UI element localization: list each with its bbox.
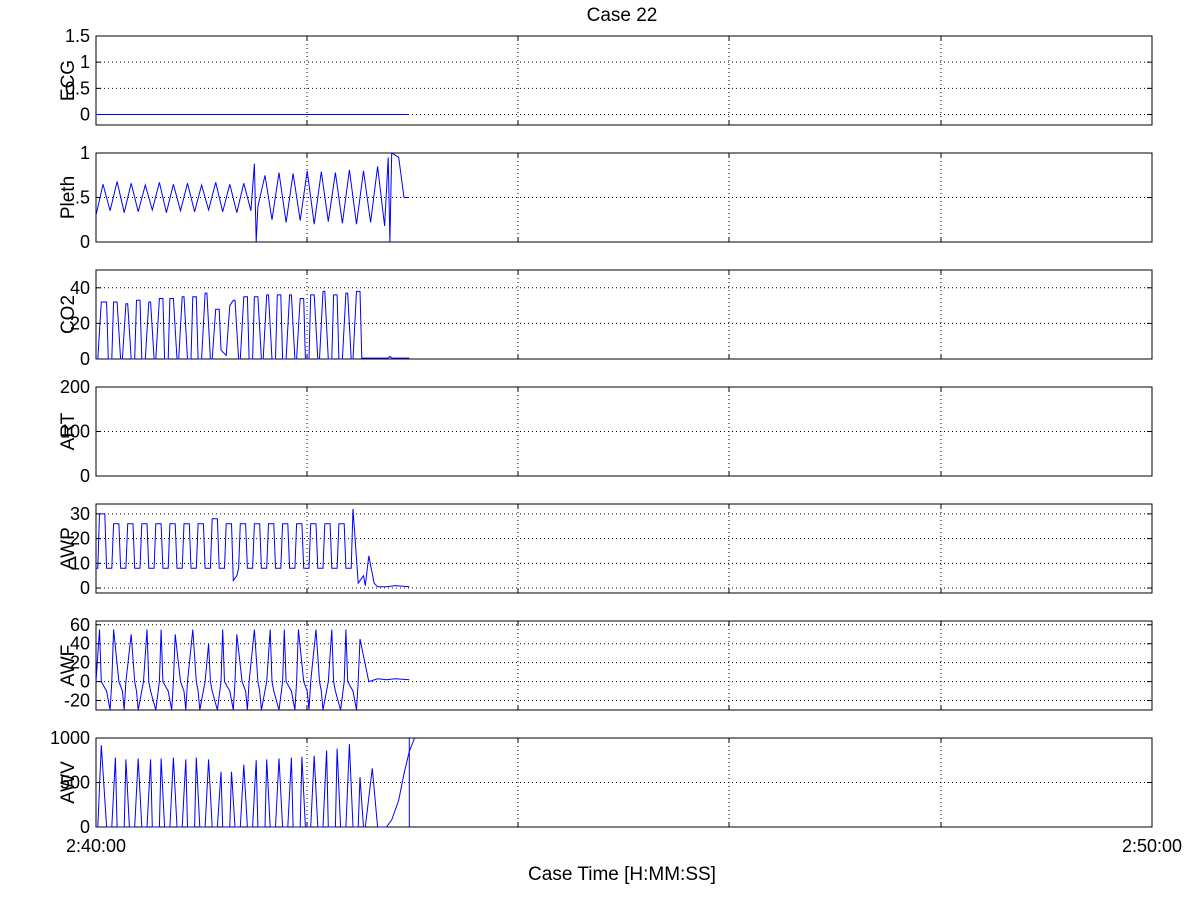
panel-ecg: 0 0.5 1 1.5 ECG bbox=[58, 26, 1153, 126]
y-tick-label: 60 bbox=[70, 615, 90, 635]
y-tick-label: 1000 bbox=[50, 728, 90, 748]
panel-frame bbox=[95, 269, 1153, 360]
y-tick-label: 20 bbox=[70, 653, 90, 673]
y-axis-label: ART bbox=[58, 412, 79, 450]
y-tick-label: 40 bbox=[70, 634, 90, 654]
y-tick-label: 1 bbox=[80, 52, 90, 72]
chart-title: Case 22 bbox=[587, 5, 658, 26]
panel-awp: 0 10 20 30 AWP bbox=[58, 503, 1153, 598]
y-tick-label: -20 bbox=[64, 691, 90, 711]
y-tick-label: .5 bbox=[75, 188, 90, 208]
y-tick-label: 20 bbox=[70, 529, 90, 549]
y-axis-label: AWV bbox=[58, 761, 79, 804]
series-line-awp bbox=[96, 508, 410, 588]
y-tick-label: 0 bbox=[80, 817, 90, 837]
panel-awv: 0 500 1000 AWV bbox=[50, 728, 1153, 837]
series-line-co2 bbox=[96, 290, 410, 360]
x-tick-label-start: 2:40:00 bbox=[66, 836, 126, 856]
y-tick-label: 500 bbox=[60, 773, 90, 793]
y-axis-label: ECG bbox=[58, 60, 79, 101]
y-tick-label: 0 bbox=[80, 466, 90, 486]
panel-frame bbox=[95, 503, 1153, 594]
y-tick-label: 0 bbox=[80, 578, 90, 598]
panel-frame bbox=[95, 620, 1153, 711]
y-tick-label: 0 bbox=[80, 349, 90, 369]
y-axis-label: AWP bbox=[58, 527, 79, 570]
series-line-awf bbox=[95, 629, 410, 711]
series-line-pleth bbox=[95, 152, 410, 243]
panel-frame bbox=[95, 35, 1153, 126]
panel-art: 0 100 200 ART bbox=[58, 377, 1153, 486]
y-tick-label: 0 bbox=[80, 232, 90, 252]
y-tick-label: 40 bbox=[70, 278, 90, 298]
y-tick-label: 0.5 bbox=[65, 78, 90, 98]
y-tick-label: 30 bbox=[70, 504, 90, 524]
y-tick-label: 100 bbox=[60, 422, 90, 442]
y-tick-label: 1 bbox=[80, 143, 90, 163]
panels-container: 00.511.5ECG0.51Pleth02040CO20100200ART01… bbox=[50, 26, 1153, 837]
y-tick-label: 0 bbox=[80, 105, 90, 125]
y-axis-label: Pleth bbox=[58, 176, 79, 219]
y-tick-label: 10 bbox=[70, 553, 90, 573]
y-tick-label: 200 bbox=[60, 377, 90, 397]
y-axis-label: CO2 bbox=[58, 295, 79, 334]
x-tick-label-end: 2:50:00 bbox=[1122, 836, 1182, 856]
y-axis-label: AWF bbox=[58, 645, 79, 687]
x-axis-label: Case Time [H:MM:SS] bbox=[528, 864, 716, 885]
y-tick-label: 20 bbox=[70, 313, 90, 333]
series-line-awv bbox=[96, 737, 416, 828]
y-tick-label: 1.5 bbox=[65, 26, 90, 46]
y-tick-label: 0 bbox=[80, 672, 90, 692]
